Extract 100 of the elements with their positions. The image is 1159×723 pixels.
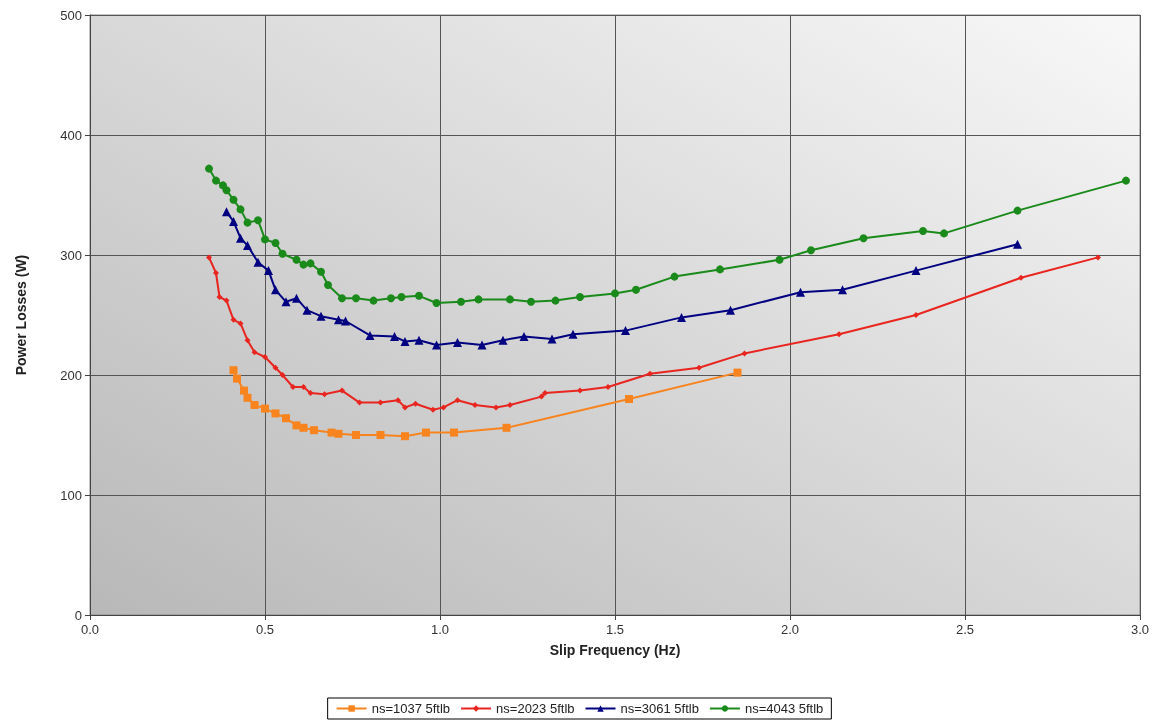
point xyxy=(577,387,583,394)
point xyxy=(243,393,252,402)
point xyxy=(400,336,410,346)
point xyxy=(261,235,269,244)
point xyxy=(1095,254,1101,261)
point xyxy=(507,402,513,408)
point xyxy=(726,305,735,315)
legend-label: ns=1037 5ftlb xyxy=(371,701,451,716)
point xyxy=(254,216,262,225)
point xyxy=(538,393,545,400)
point xyxy=(334,315,343,325)
y-tick-label: 500 xyxy=(60,7,82,23)
point xyxy=(310,426,318,435)
point xyxy=(377,399,384,406)
point xyxy=(414,335,424,345)
point xyxy=(223,297,230,304)
point xyxy=(233,374,241,383)
point xyxy=(432,299,441,307)
point xyxy=(576,293,584,301)
point xyxy=(290,384,296,390)
point xyxy=(502,423,511,432)
point xyxy=(450,428,458,437)
point xyxy=(498,335,508,345)
point xyxy=(352,294,360,303)
point xyxy=(229,195,238,204)
point xyxy=(237,320,244,327)
point xyxy=(302,305,312,315)
point xyxy=(281,297,291,307)
point xyxy=(807,246,815,255)
point xyxy=(775,255,784,264)
point xyxy=(397,293,406,301)
point xyxy=(432,340,441,350)
point xyxy=(506,295,514,304)
point xyxy=(395,397,401,404)
point xyxy=(568,329,578,339)
point xyxy=(527,297,535,306)
point xyxy=(251,349,258,356)
point xyxy=(240,386,248,395)
point xyxy=(430,406,436,413)
point xyxy=(206,254,212,261)
point xyxy=(334,429,343,438)
y-tick-label: 200 xyxy=(60,367,82,383)
point xyxy=(1013,206,1022,215)
point xyxy=(387,294,395,303)
point xyxy=(339,387,345,394)
point xyxy=(621,326,630,336)
point xyxy=(299,260,308,269)
point xyxy=(477,340,487,350)
point xyxy=(279,372,286,378)
point xyxy=(859,234,868,243)
point xyxy=(271,409,280,418)
point xyxy=(632,285,640,294)
point xyxy=(300,384,307,390)
point xyxy=(236,233,245,243)
point xyxy=(307,390,314,396)
point xyxy=(341,316,350,326)
point xyxy=(264,266,273,276)
point xyxy=(324,281,332,289)
point xyxy=(1018,274,1024,281)
point xyxy=(244,337,251,344)
point xyxy=(230,316,237,323)
point xyxy=(272,364,279,371)
point xyxy=(422,428,430,437)
point xyxy=(317,267,325,276)
point xyxy=(390,332,399,342)
x-tick-label: 0.0 xyxy=(80,622,100,637)
point xyxy=(696,364,702,371)
point xyxy=(415,291,423,300)
point xyxy=(472,402,478,408)
point xyxy=(243,240,252,250)
point xyxy=(838,285,847,295)
point xyxy=(474,295,483,304)
point xyxy=(412,400,419,407)
point xyxy=(551,296,560,305)
point xyxy=(605,384,611,390)
point xyxy=(321,391,328,398)
point xyxy=(733,368,742,377)
point xyxy=(913,312,919,318)
point xyxy=(236,205,245,214)
point xyxy=(352,431,360,439)
x-tick-label: 1.0 xyxy=(430,622,450,637)
point xyxy=(716,265,724,274)
point xyxy=(216,294,223,300)
point xyxy=(292,255,301,264)
x-tick-label: 0.5 xyxy=(255,622,275,637)
point xyxy=(212,176,220,185)
point xyxy=(547,334,557,344)
point xyxy=(356,399,363,406)
point xyxy=(243,218,252,227)
x-tick-label: 3.0 xyxy=(1130,622,1150,637)
point xyxy=(677,312,686,322)
point xyxy=(205,164,213,173)
x-tick-label: 2.0 xyxy=(780,622,800,637)
point xyxy=(670,272,679,281)
point xyxy=(338,294,346,303)
y-tick-label: 0 xyxy=(74,607,82,623)
point xyxy=(940,229,948,238)
point xyxy=(299,423,308,432)
point xyxy=(376,431,385,439)
point xyxy=(453,338,462,348)
